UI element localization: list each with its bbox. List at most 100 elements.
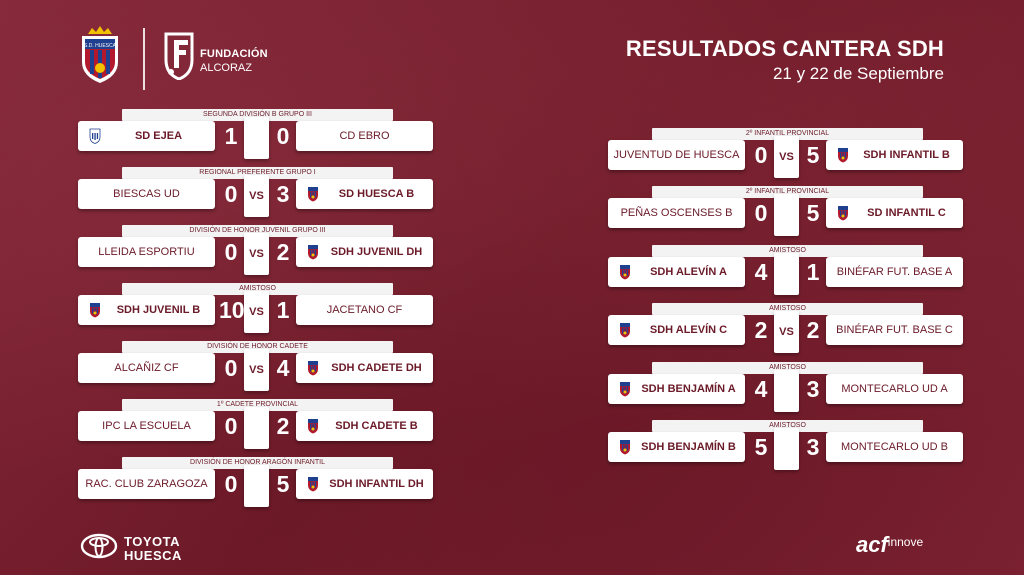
match-card: REGIONAL PREFERENTE GRUPO I VS BIESCAS UD S… xyxy=(78,167,433,223)
competition-label: 1º CADETE PROVINCIAL xyxy=(122,399,393,411)
match-card: DIVISIÓN DE HONOR JUVENIL GRUPO III VS LLE… xyxy=(78,225,433,281)
home-team: SDH JUVENIL B xyxy=(78,295,215,325)
away-score: 3 xyxy=(806,434,820,460)
home-score: 5 xyxy=(754,434,768,460)
vs-badge: VS xyxy=(244,291,269,333)
home-score: 0 xyxy=(224,355,238,381)
sdh-crest-icon xyxy=(308,187,318,202)
home-score: 0 xyxy=(224,239,238,265)
match-card: 1º CADETE PROVINCIAL IPC LA ESCUELA SDH CA… xyxy=(78,399,433,455)
vs-badge: VS xyxy=(774,311,799,354)
competition-label: AMISTOSO xyxy=(652,303,923,316)
competition-label: DIVISIÓN DE HONOR ARAGÓN INFANTIL xyxy=(122,457,393,469)
vs-badge xyxy=(244,407,269,449)
away-team-name: SDH INFANTIL DH xyxy=(329,478,424,490)
home-team: SDH BENJAMÍN A xyxy=(608,373,745,404)
acf-innove-logo: acfinnove xyxy=(856,532,923,558)
vs-badge xyxy=(774,428,799,470)
sponsor-toyota-line1: TOYOTA xyxy=(124,534,180,549)
page-date: 21 y 22 de Septiembre xyxy=(772,64,944,83)
away-score: 1 xyxy=(276,297,290,323)
away-team-name: MONTECARLO UD B xyxy=(841,441,948,453)
home-team-name: JUVENTUD DE HUESCA xyxy=(613,149,740,161)
away-team: SDH CADETE B xyxy=(296,411,433,441)
away-score: 2 xyxy=(276,413,290,439)
away-team-name: JACETANO CF xyxy=(326,304,403,316)
acf-sub-text: innove xyxy=(887,535,924,549)
ejea-crest-icon xyxy=(89,128,101,144)
competition-label: AMISTOSO xyxy=(652,244,923,257)
vs-badge xyxy=(774,252,799,295)
vs-badge: VS xyxy=(244,175,269,217)
away-team: CD EBRO xyxy=(296,121,433,151)
away-team: MONTECARLO UD B xyxy=(826,432,963,462)
home-team: IPC LA ESCUELA xyxy=(78,411,215,441)
away-score: 4 xyxy=(276,355,290,381)
away-score: 3 xyxy=(806,375,820,402)
home-score: 10 xyxy=(219,297,245,323)
home-team-name: SDH ALEVÍN C xyxy=(649,324,728,337)
away-team: SDH INFANTIL DH xyxy=(296,469,433,499)
page-title: RESULTADOS CANTERA SDH xyxy=(625,36,944,61)
match-card: 2º INFANTIL PROVINCIAL VS JUVENTUD DE HUES… xyxy=(608,128,963,184)
competition-label: REGIONAL PREFERENTE GRUPO I xyxy=(122,167,393,179)
home-score: 0 xyxy=(224,413,238,439)
away-team-name: SD HUESCA B xyxy=(338,188,415,200)
away-team-name: SDH CADETE DH xyxy=(331,362,422,374)
sdh-crest-icon xyxy=(308,477,318,492)
competition-label: AMISTOSO xyxy=(652,361,923,374)
home-team: JUVENTUD DE HUESCA xyxy=(608,140,745,170)
vs-badge xyxy=(244,465,269,507)
home-team-name: SD EJEA xyxy=(134,130,183,142)
home-team-name: SDH JUVENIL B xyxy=(116,304,201,316)
match-card: DIVISIÓN DE HONOR ARAGÓN INFANTIL RAC. CL… xyxy=(78,457,433,513)
away-team: SDH INFANTIL B xyxy=(826,140,963,170)
away-team: SDH JUVENIL DH xyxy=(296,237,433,267)
match-card: DIVISIÓN DE HONOR CADETE VS ALCAÑIZ CF SDH … xyxy=(78,341,433,397)
away-team-name: SD INFANTIL C xyxy=(867,207,946,220)
match-card: AMISTOSO VS SDH ALEVÍN C BINÉFAR FUT. BASE … xyxy=(608,303,963,359)
away-team: JACETANO CF xyxy=(296,295,433,325)
match-card: AMISTOSO SDH BENJAMÍN B MONTECARLO UD B 5 3 xyxy=(608,420,963,476)
home-score: 0 xyxy=(224,181,238,207)
foundation-title: FUNDACIÓN xyxy=(200,48,268,60)
competition-label: SEGUNDA DIVISIÓN B GRUPO III xyxy=(122,109,393,121)
home-team: RAC. CLUB ZARAGOZA xyxy=(78,469,215,499)
home-team: SDH ALEVÍN A xyxy=(608,256,745,287)
home-score: 0 xyxy=(754,200,768,227)
home-team: SDH ALEVÍN C xyxy=(608,315,745,346)
competition-label: AMISTOSO xyxy=(122,283,393,295)
home-score: 2 xyxy=(754,317,768,344)
home-team: SD EJEA xyxy=(78,121,215,151)
home-team-name: LLEIDA ESPORTIU xyxy=(98,246,195,258)
home-team-name: PEÑAS OSCENSES B xyxy=(620,207,733,220)
sdh-crest-icon xyxy=(308,245,318,260)
away-score: 5 xyxy=(806,142,820,168)
match-card: AMISTOSO SDH BENJAMÍN A MONTECARLO UD A 4 3 xyxy=(608,361,963,418)
match-card: AMISTOSO VS SDH JUVENIL B JACETANO CF 10 1 xyxy=(78,283,433,339)
home-score: 4 xyxy=(754,375,768,402)
away-team: SDH CADETE DH xyxy=(296,353,433,383)
away-score: 1 xyxy=(806,258,820,285)
away-team: SD INFANTIL C xyxy=(826,198,963,229)
sdh-crest-icon xyxy=(308,361,318,376)
vs-badge xyxy=(774,369,799,412)
toyota-emblem-icon xyxy=(80,533,118,559)
away-score: 2 xyxy=(276,239,290,265)
competition-label: DIVISIÓN DE HONOR JUVENIL GRUPO III xyxy=(122,225,393,237)
away-team-name: BINÉFAR FUT. BASE A xyxy=(836,265,953,278)
vs-badge xyxy=(774,194,799,237)
away-score: 2 xyxy=(806,317,820,344)
competition-label: AMISTOSO xyxy=(652,420,923,432)
sponsor-toyota-line2: HUESCA xyxy=(124,548,182,563)
home-team-name: ALCAÑIZ CF xyxy=(114,362,179,374)
home-team-name: RAC. CLUB ZARAGOZA xyxy=(85,478,208,490)
vs-badge: VS xyxy=(774,136,799,178)
away-team-name: MONTECARLO UD A xyxy=(841,382,948,395)
header-logos: S.D. HUESCA FUNDACIÓN ALCORAZ xyxy=(80,26,280,92)
away-team: BINÉFAR FUT. BASE A xyxy=(826,256,963,287)
competition-label: 2º INFANTIL PROVINCIAL xyxy=(652,128,923,140)
home-team-name: SDH ALEVÍN A xyxy=(650,265,727,278)
sdh-crest-icon xyxy=(620,264,630,280)
fundacion-alcoraz-icon xyxy=(164,32,194,80)
